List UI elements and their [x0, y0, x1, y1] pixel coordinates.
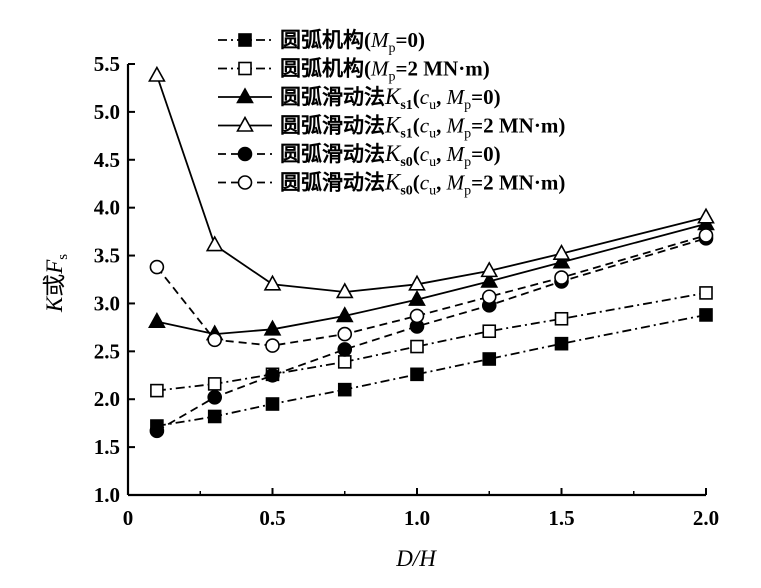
data-point: [408, 289, 426, 306]
legend-item: 圆弧滑动法Ks1(cu, Mp=2 MN·m): [218, 113, 565, 142]
data-point: [205, 235, 224, 252]
series-line: [156, 75, 707, 293]
data-point: [554, 311, 569, 326]
legend-marker: [238, 33, 252, 47]
x-tick-label: 1.5: [548, 506, 574, 530]
y-tick-label: 5.5: [94, 52, 120, 76]
y-tick-label: 3.5: [94, 244, 120, 268]
axis-labels: D/H K或Fs: [42, 254, 437, 571]
data-point: [265, 338, 280, 353]
data-point: [554, 336, 569, 351]
y-tick-label: 2.5: [94, 339, 120, 363]
legend-item: 圆弧机构(Mp=2 MN·m): [218, 57, 490, 85]
series-6: [149, 228, 714, 353]
legend-label: 圆弧机构(Mp=2 MN·m): [280, 57, 490, 85]
x-tick-label: 1.0: [404, 506, 430, 530]
data-point: [337, 355, 352, 369]
y-tick-label: 2.0: [94, 387, 120, 411]
data-point: [699, 286, 713, 300]
legend-label: 圆弧滑动法Ks1(cu, Mp=0): [280, 84, 501, 113]
series-1: [150, 308, 713, 433]
x-tick-label: 0: [123, 506, 134, 530]
y-axis-label: K或Fs: [42, 254, 71, 313]
data-point: [552, 243, 571, 260]
x-axis-label: D/H: [395, 546, 437, 571]
data-point: [554, 270, 569, 285]
data-point: [482, 352, 497, 366]
series-line: [156, 234, 707, 347]
data-point: [207, 332, 222, 348]
y-tick-label: 3.0: [94, 291, 120, 315]
series-4: [148, 65, 715, 299]
legend-marker: [236, 115, 254, 132]
data-point: [480, 261, 499, 278]
series-2: [150, 286, 713, 398]
legend-marker: [236, 87, 254, 104]
axes-layer: 1.0 1.5 2.0 2.5 3.0 3.5 4.0 4.5 5.0 5.5 0 0.5 1.0 1.5…: [94, 52, 719, 530]
legend-label: 圆弧机构(Mp=0): [280, 28, 425, 56]
legend-marker: [237, 146, 253, 162]
x-tick-label: 0.5: [259, 506, 285, 530]
data-point: [698, 228, 714, 243]
series-line: [156, 223, 707, 336]
legend-item: 圆弧滑动法Ks0(cu, Mp=2 MN·m): [218, 170, 565, 199]
legend: 圆弧机构(Mp=0)圆弧机构(Mp=2 MN·m)圆弧滑动法Ks1(cu, Mp…: [218, 28, 565, 199]
y-tick-label: 1.0: [94, 483, 120, 507]
data-point: [408, 274, 426, 291]
data-point: [148, 311, 166, 328]
data-point: [482, 324, 497, 339]
series-line: [156, 237, 707, 432]
data-point: [337, 326, 353, 342]
legend-label: 圆弧滑动法Ks0(cu, Mp=2 MN·m): [280, 170, 565, 199]
data-point: [148, 65, 166, 82]
legend-item: 圆弧滑动法Ks0(cu, Mp=0): [218, 141, 501, 170]
legend-label: 圆弧滑动法Ks1(cu, Mp=2 MN·m): [280, 113, 565, 142]
data-point: [699, 308, 713, 322]
data-point: [697, 207, 715, 224]
data-point: [552, 252, 571, 269]
y-axis-label-sub: s: [55, 254, 71, 260]
data-point: [207, 390, 222, 405]
data-point: [335, 306, 354, 323]
data-point: [265, 367, 280, 383]
y-axis-label-k: K: [42, 295, 67, 313]
series-5: [149, 231, 714, 439]
svg-text:K或Fs: K或Fs: [42, 254, 71, 313]
data-point: [410, 367, 424, 382]
legend-item: 圆弧滑动法Ks1(cu, Mp=0): [218, 84, 501, 113]
data-point: [263, 319, 282, 336]
series-3: [148, 214, 715, 341]
x-tick-label: 2.0: [693, 506, 719, 530]
data-point: [149, 423, 165, 439]
data-point: [263, 274, 282, 291]
data-point: [337, 342, 353, 357]
data-point: [480, 271, 499, 288]
legend-marker: [237, 175, 253, 190]
y-tick-label: 4.5: [94, 148, 120, 172]
series-layer: [148, 65, 715, 439]
data-point: [149, 259, 165, 275]
data-point: [481, 289, 497, 305]
y-axis-label-f: F: [42, 259, 67, 275]
y-tick-label: 1.5: [94, 435, 120, 459]
legend-marker: [238, 61, 252, 76]
data-point: [150, 383, 164, 398]
legend-item: 圆弧机构(Mp=0): [218, 28, 425, 56]
data-point: [265, 397, 280, 411]
y-tick-label: 4.0: [94, 196, 120, 220]
data-point: [337, 382, 352, 397]
legend-label: 圆弧滑动法Ks0(cu, Mp=0): [280, 141, 501, 170]
y-tick-label: 5.0: [94, 100, 120, 124]
data-point: [410, 339, 424, 354]
y-axis-label-or: 或: [42, 274, 67, 297]
data-point: [207, 409, 222, 424]
series-line: [156, 314, 707, 427]
data-point: [207, 377, 222, 391]
data-point: [335, 282, 354, 299]
data-point: [409, 308, 425, 324]
